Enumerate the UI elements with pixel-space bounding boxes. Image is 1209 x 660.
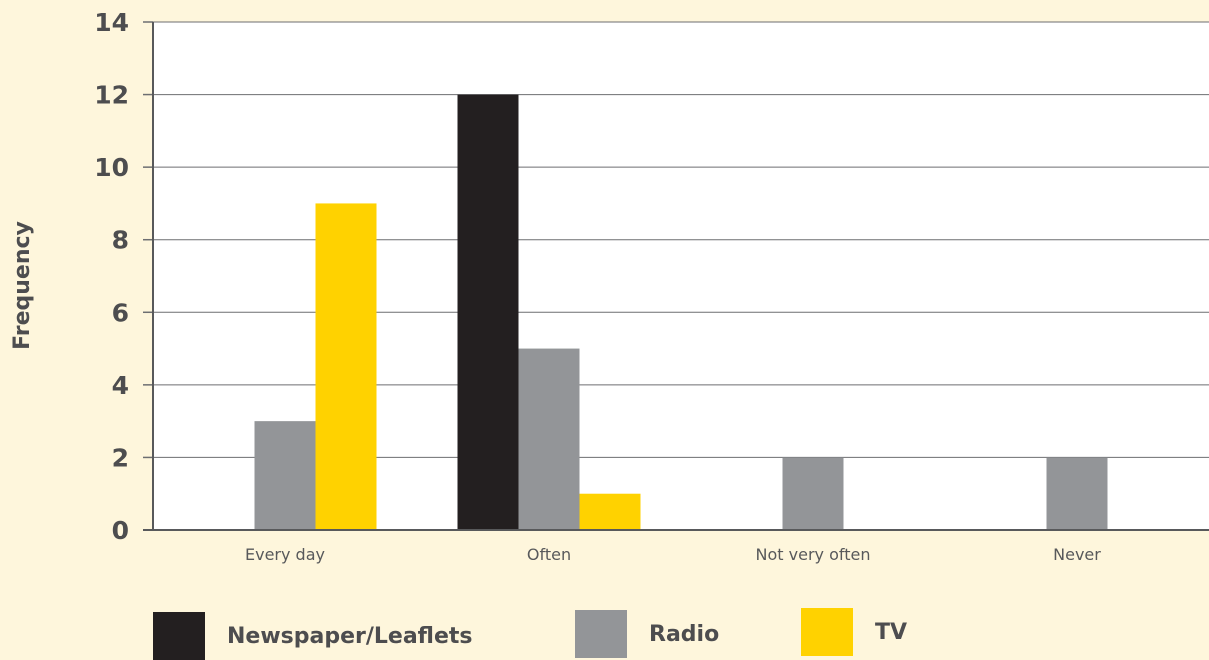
y-axis-label: Frequency (9, 220, 35, 350)
x-tick-label: Every day (245, 545, 325, 564)
x-tick-label: Never (1053, 545, 1101, 564)
y-axis-label-wrap: Frequency (2, 190, 42, 380)
y-tick-label: 4 (112, 371, 129, 400)
y-tick-label: 6 (112, 298, 129, 327)
bar (579, 493, 641, 530)
x-tick-label: Often (527, 545, 571, 564)
y-tick-label: 14 (94, 8, 129, 37)
y-tick-label: 8 (112, 226, 129, 255)
y-tick-label: 12 (94, 81, 129, 110)
y-tick-label: 2 (112, 443, 129, 472)
bar (315, 203, 377, 530)
bar (1046, 457, 1108, 530)
bar (782, 457, 844, 530)
x-tick-label: Not very often (756, 545, 871, 564)
bar (457, 94, 519, 531)
bar (518, 348, 580, 530)
bar (254, 421, 316, 530)
y-tick-label: 10 (94, 153, 129, 182)
y-tick-label: 0 (112, 516, 129, 545)
